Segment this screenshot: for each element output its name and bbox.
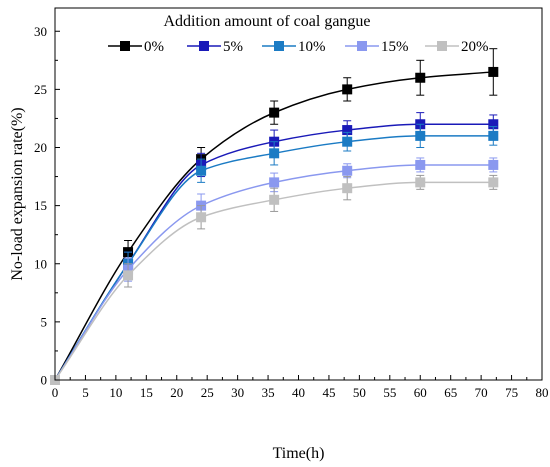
x-tick-label: 70 — [475, 385, 488, 400]
x-axis-title: Time(h) — [273, 445, 325, 462]
data-point — [488, 66, 499, 77]
legend-item-5pct: 5% — [187, 39, 243, 55]
x-tick-label: 45 — [322, 385, 335, 400]
y-tick-label: 10 — [34, 256, 47, 271]
x-tick-label: 65 — [444, 385, 457, 400]
x-tick-label: 25 — [201, 385, 214, 400]
legend-marker — [274, 41, 284, 51]
data-point — [269, 148, 280, 159]
x-tick-label: 5 — [82, 385, 89, 400]
data-point — [415, 72, 426, 83]
x-tick-label: 15 — [140, 385, 153, 400]
data-point — [342, 165, 353, 176]
data-point — [269, 194, 280, 205]
legend-marker — [199, 41, 209, 51]
legend-marker — [120, 41, 130, 51]
series-10pct — [50, 123, 499, 385]
data-point — [415, 130, 426, 141]
legend-marker — [437, 41, 447, 51]
data-point — [415, 159, 426, 170]
x-tick-label: 0 — [52, 385, 59, 400]
data-point — [488, 177, 499, 188]
x-tick-label: 40 — [292, 385, 305, 400]
y-tick-label: 5 — [41, 314, 48, 329]
data-point — [123, 270, 134, 281]
data-point — [342, 84, 353, 95]
data-point — [342, 125, 353, 136]
x-tick-label: 50 — [353, 385, 366, 400]
data-point — [196, 212, 207, 223]
series-line — [54, 135, 494, 381]
data-point — [269, 177, 280, 188]
legend-item-0pct: 0% — [108, 39, 164, 55]
y-tick-label: 0 — [41, 373, 48, 388]
legend: Addition amount of coal gangue 0% 5% 10% 15… — [108, 13, 489, 55]
series-line — [54, 181, 494, 381]
series-layer — [50, 48, 499, 385]
legend-label: 10% — [298, 39, 326, 55]
y-tick-label: 20 — [34, 140, 47, 155]
y-tick-label: 30 — [34, 24, 47, 39]
x-axis-ticks: 0 5 10 15 20 25 30 35 40 45 50 55 60 65 70 75 80 — [52, 375, 549, 400]
legend-title: Addition amount of coal gangue — [163, 13, 370, 30]
x-tick-label: 20 — [170, 385, 183, 400]
legend-item-10pct: 10% — [262, 39, 326, 55]
legend-label: 0% — [144, 39, 164, 55]
data-point — [342, 183, 353, 194]
x-tick-label: 60 — [414, 385, 427, 400]
data-point — [488, 159, 499, 170]
data-point — [415, 177, 426, 188]
x-tick-label: 55 — [383, 385, 396, 400]
x-tick-label: 75 — [505, 385, 518, 400]
x-tick-label: 35 — [262, 385, 275, 400]
series-0pct — [50, 48, 499, 385]
data-point — [488, 130, 499, 141]
y-axis-ticks: 0 5 10 15 20 25 30 — [34, 24, 60, 388]
x-tick-label: 10 — [109, 385, 122, 400]
x-tick-label: 80 — [536, 385, 549, 400]
legend-label: 5% — [223, 39, 243, 55]
data-point — [269, 107, 280, 118]
legend-label: 20% — [461, 39, 489, 55]
data-point — [488, 119, 499, 130]
legend-item-15pct: 15% — [345, 39, 409, 55]
data-point — [342, 136, 353, 147]
y-axis-title: No-load expansion rate(%) — [9, 107, 26, 280]
y-tick-label: 25 — [34, 82, 47, 97]
legend-marker — [357, 41, 367, 51]
data-point — [196, 165, 207, 176]
plot-frame — [54, 7, 543, 381]
x-tick-label: 30 — [231, 385, 244, 400]
legend-item-20pct: 20% — [425, 39, 489, 55]
y-tick-label: 15 — [34, 198, 47, 213]
legend-label: 15% — [381, 39, 409, 55]
